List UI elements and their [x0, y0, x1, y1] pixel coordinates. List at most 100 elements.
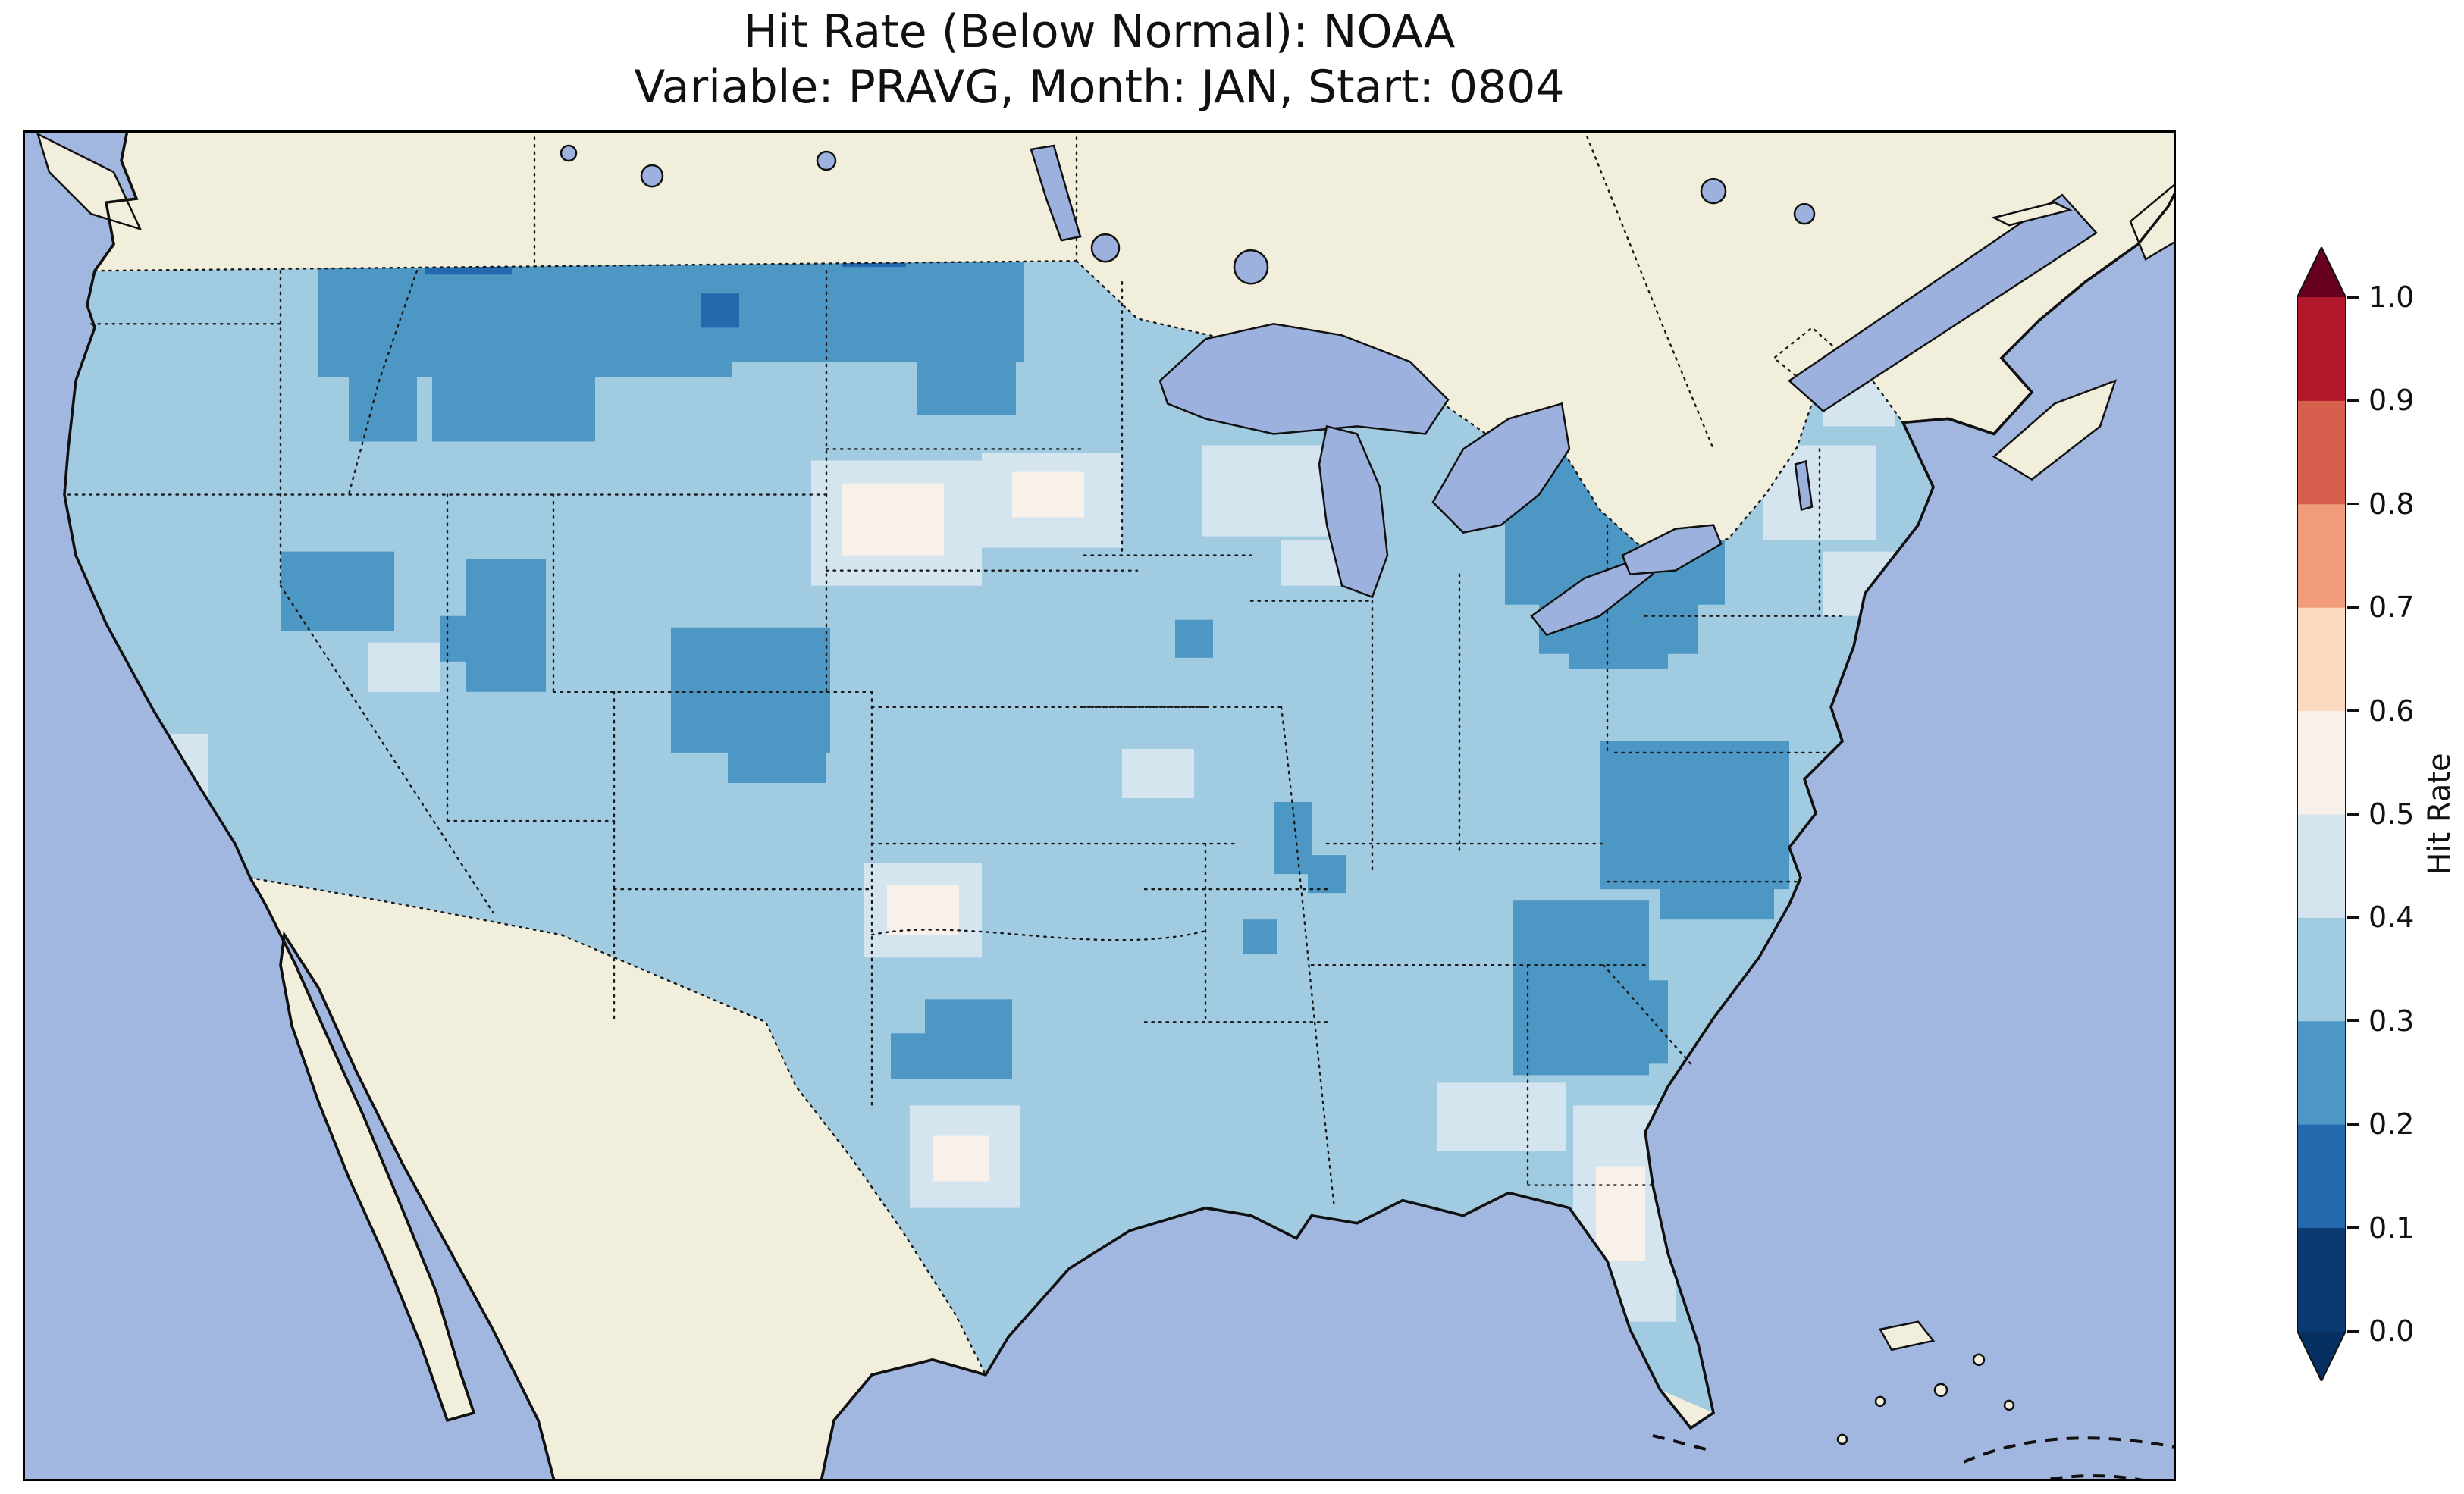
colorbar-tick-0.0: 0.0 [2347, 1314, 2414, 1348]
small-island [1874, 1395, 1886, 1408]
tick-label: 0.3 [2368, 1004, 2415, 1038]
cuba-south-coast [2031, 1474, 2155, 1481]
colorbar-tick-0.8: 0.8 [2347, 487, 2414, 521]
cuba-coast-dashed [1652, 1433, 2175, 1481]
map-axes [23, 130, 2176, 1481]
colorbar-band-0.4-0.5 [2297, 814, 2346, 918]
colorbar-band-0.8-0.9 [2297, 400, 2346, 505]
small-island [1836, 1433, 1848, 1445]
colorbar-band-0.7-0.8 [2297, 503, 2346, 608]
tick-label: 0.0 [2368, 1314, 2415, 1348]
lake [560, 144, 578, 162]
tick-mark [2347, 709, 2359, 713]
colorbar-tick-0.5: 0.5 [2347, 797, 2414, 831]
lake [1090, 233, 1121, 263]
province-border [1583, 130, 1715, 450]
colorbar-band-0.0-0.1 [2297, 1227, 2346, 1332]
hit-rate-cell-band-5 [842, 483, 944, 556]
state-border [870, 929, 1207, 941]
tick-mark [2347, 916, 2359, 919]
lake [816, 150, 837, 171]
lake-winnipeg [1030, 144, 1082, 242]
nova-scotia [1992, 379, 2118, 481]
bahamas-island [2003, 1399, 2015, 1411]
lake [1233, 249, 1269, 285]
lake-erie [1530, 558, 1654, 637]
hit-rate-cell-band-2 [1585, 980, 1668, 1064]
bahamas-island [1933, 1383, 1948, 1398]
colorbar-band-0.5-0.6 [2297, 710, 2346, 815]
colorbar-tick-0.4: 0.4 [2347, 900, 2414, 934]
lake [640, 164, 664, 188]
tick-mark [2347, 1123, 2359, 1126]
map-canvas [23, 130, 2176, 1481]
colorbar-label: Hit Rate [2422, 753, 2457, 875]
political-borders [67, 130, 1904, 1377]
lake-ontario [1621, 524, 1723, 575]
tick-label: 0.2 [2368, 1107, 2415, 1142]
coastline [63, 130, 2176, 1481]
tick-mark [2347, 1019, 2359, 1023]
tick-label: 0.7 [2368, 590, 2415, 625]
hit-rate-cell-band-4 [368, 642, 440, 692]
hit-rate-cell-band-2 [917, 358, 1016, 415]
hit-rate-cell-band-4 [1202, 445, 1331, 537]
colorbar [2297, 247, 2346, 1381]
lake-huron [1431, 402, 1571, 534]
state-border [1602, 964, 1692, 1065]
colorbar-band-0.3-0.4 [2297, 917, 2346, 1022]
bahamas-island [1879, 1320, 1936, 1351]
bahamas-island [1972, 1353, 1986, 1367]
tick-label: 1.0 [2368, 280, 2415, 314]
colorbar-tick-0.7: 0.7 [2347, 590, 2414, 624]
tick-label: 0.6 [2368, 694, 2415, 728]
tick-label: 0.1 [2368, 1211, 2415, 1245]
hit-rate-cell-band-5 [887, 885, 959, 935]
chart-title: Hit Rate (Below Normal): NOAA [743, 5, 1456, 58]
colorbar-tick-0.6: 0.6 [2347, 694, 2414, 728]
colorbar-bands [2297, 297, 2346, 1332]
hit-rate-grid [64, 261, 1933, 1413]
hit-rate-cell-band-2 [1274, 801, 1312, 875]
hit-rate-cell-band-2 [281, 551, 394, 631]
colorbar-tick-0.9: 0.9 [2347, 384, 2414, 417]
colorbar-under-arrow [2297, 1331, 2346, 1381]
tick-mark [2347, 296, 2359, 299]
colorbar-tick-0.3: 0.3 [2347, 1004, 2414, 1038]
hit-rate-cell-band-2 [1175, 619, 1213, 658]
colorbar-tick-0.2: 0.2 [2347, 1107, 2414, 1141]
colorbar-band-0.9-1.0 [2297, 297, 2346, 401]
hit-rate-cell-band-2 [1660, 859, 1774, 920]
hit-rate-cell-band-5 [933, 1135, 989, 1182]
st-lawrence-river [1787, 193, 2098, 412]
hit-rate-cell-band-5 [1596, 1166, 1645, 1261]
tick-mark [2347, 1330, 2359, 1333]
chart-subtitle: Variable: PRAVG, Month: JAN, Start: 0804 [634, 61, 1565, 114]
hit-rate-cell-band-1 [842, 261, 906, 268]
colorbar-tick-0.1: 0.1 [2347, 1211, 2414, 1245]
title-block: Hit Rate (Below Normal): NOAA Variable: … [23, 5, 2176, 115]
tick-label: 0.5 [2368, 797, 2415, 831]
hit-rate-cell-band-2 [891, 1033, 936, 1079]
islands [36, 132, 2176, 1445]
tick-mark [2347, 1226, 2359, 1229]
hit-rate-cell-band-2 [1243, 919, 1277, 954]
colorbar-band-0.2-0.3 [2297, 1020, 2346, 1125]
tick-mark [2347, 399, 2359, 402]
tick-mark [2347, 503, 2359, 506]
lake-champlain [1794, 459, 1814, 512]
us-canada-border [93, 259, 1078, 272]
lake-superior [1158, 323, 1450, 435]
colorbar-over-arrow [2297, 247, 2346, 297]
cuba-north-coast [1963, 1436, 2175, 1464]
map-frame [23, 130, 2176, 1481]
colorbar-tick-1.0: 1.0 [2347, 280, 2414, 314]
hit-rate-cell-band-5 [1012, 471, 1084, 518]
hit-rate-cell-band-2 [925, 999, 1012, 1079]
hit-rate-cell-band-2 [1569, 623, 1668, 669]
state-border [279, 584, 494, 913]
hit-rate-cell-band-2 [728, 729, 826, 783]
hit-rate-cell-band-4 [1437, 1082, 1566, 1151]
hit-rate-cell-band-2 [728, 261, 1024, 362]
